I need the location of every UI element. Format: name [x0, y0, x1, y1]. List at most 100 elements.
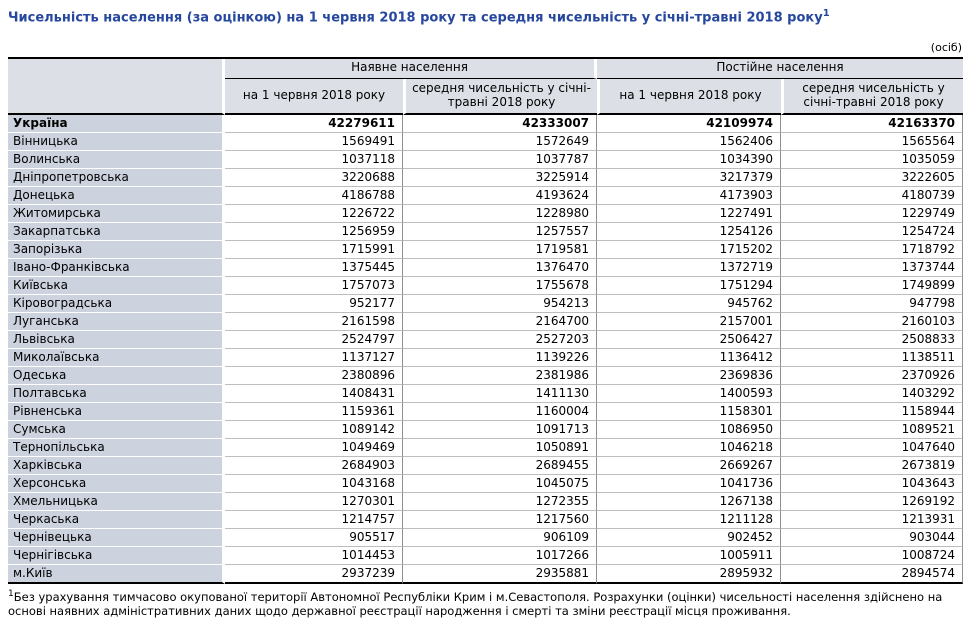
value-cell: 2894574	[781, 564, 964, 584]
value-cell: 3225914	[403, 168, 598, 187]
table-row: Львівська 2524797 2527203 2506427 250883…	[8, 330, 964, 349]
value-cell: 4186788	[225, 186, 403, 205]
table-row: Дніпропетровська 3220688 3225914 3217379…	[8, 168, 964, 187]
value-cell: 1043643	[781, 474, 964, 493]
value-cell: 1411130	[403, 384, 598, 403]
region-label: Луганська	[8, 312, 225, 331]
value-cell: 1050891	[403, 438, 598, 457]
value-cell: 42333007	[403, 114, 598, 133]
value-cell: 1749899	[781, 276, 964, 295]
table-row: Хмельницька 1270301 1272355 1267138 1269…	[8, 492, 964, 511]
value-cell: 1228980	[403, 204, 598, 223]
group-header-row: Наявне населення Постійне населення	[8, 58, 964, 115]
value-cell: 1270301	[225, 492, 403, 511]
value-cell: 1403292	[781, 384, 964, 403]
value-cell: 1014453	[225, 546, 403, 565]
region-label: Чернівецька	[8, 528, 225, 547]
region-label: Львівська	[8, 330, 225, 349]
value-cell: 1217560	[403, 510, 598, 529]
region-label: Київська	[8, 276, 225, 295]
group-header-permanent: Постійне населення	[597, 58, 964, 79]
value-cell: 902452	[597, 528, 782, 547]
value-cell: 1227491	[597, 204, 782, 223]
value-cell: 1372719	[597, 258, 782, 277]
col-header-permanent-average: середня чисельність у січні-травні 2018 …	[781, 78, 964, 115]
value-cell: 1715991	[225, 240, 403, 259]
region-label: Україна	[8, 114, 225, 133]
footnote: 1Без урахування тимчасово окупованої тер…	[8, 589, 963, 619]
value-cell: 1136412	[597, 348, 782, 367]
value-cell: 1089521	[781, 420, 964, 439]
value-cell: 2370926	[781, 366, 964, 385]
group-header-present: Наявне населення	[225, 58, 598, 79]
value-cell: 906109	[403, 528, 598, 547]
value-cell: 1751294	[597, 276, 782, 295]
value-cell: 42279611	[225, 114, 403, 133]
value-cell: 1267138	[597, 492, 782, 511]
table-row: Чернігівська 1014453 1017266 1005911 100…	[8, 546, 964, 565]
value-cell: 1043168	[225, 474, 403, 493]
value-cell: 1035059	[781, 150, 964, 169]
value-cell: 2673819	[781, 456, 964, 475]
table-row: Миколаївська 1137127 1139226 1136412 113…	[8, 348, 964, 367]
value-cell: 1213931	[781, 510, 964, 529]
value-cell: 1086950	[597, 420, 782, 439]
value-cell: 4180739	[781, 186, 964, 205]
footnote-text: Без урахування тимчасово окупованої тери…	[8, 589, 943, 619]
region-label: Донецька	[8, 186, 225, 205]
value-cell: 1254126	[597, 222, 782, 241]
col-header-permanent-june1: на 1 червня 2018 року	[597, 78, 782, 115]
region-label: Миколаївська	[8, 348, 225, 367]
value-cell: 1005911	[597, 546, 782, 565]
region-label: Харківська	[8, 456, 225, 475]
value-cell: 1373744	[781, 258, 964, 277]
value-cell: 1139226	[403, 348, 598, 367]
value-cell: 1719581	[403, 240, 598, 259]
region-label: Івано-Франківська	[8, 258, 225, 277]
table-row: Донецька 4186788 4193624 4173903 4180739	[8, 186, 964, 205]
table-row-kyiv-city: м.Київ 2937239 2935881 2895932 2894574	[8, 564, 964, 584]
table-row: Харківська 2684903 2689455 2669267 26738…	[8, 456, 964, 475]
value-cell: 1226722	[225, 204, 403, 223]
region-label: Тернопільська	[8, 438, 225, 457]
value-cell: 945762	[597, 294, 782, 313]
value-cell: 1269192	[781, 492, 964, 511]
table-row: Івано-Франківська 1375445 1376470 137271…	[8, 258, 964, 277]
table-row: Тернопільська 1049469 1050891 1046218 10…	[8, 438, 964, 457]
region-label: м.Київ	[8, 564, 225, 584]
value-cell: 1572649	[403, 132, 598, 151]
value-cell: 1376470	[403, 258, 598, 277]
value-cell: 2161598	[225, 312, 403, 331]
value-cell: 2157001	[597, 312, 782, 331]
value-cell: 1046218	[597, 438, 782, 457]
value-cell: 2524797	[225, 330, 403, 349]
value-cell: 1091713	[403, 420, 598, 439]
table-row: Черкаська 1214757 1217560 1211128 121393…	[8, 510, 964, 529]
value-cell: 2380896	[225, 366, 403, 385]
value-cell: 954213	[403, 294, 598, 313]
region-label: Волинська	[8, 150, 225, 169]
value-cell: 1229749	[781, 204, 964, 223]
value-cell: 1565564	[781, 132, 964, 151]
column-header-row: на 1 червня 2018 року середня чисельніст…	[8, 78, 964, 115]
value-cell: 2527203	[403, 330, 598, 349]
region-label: Одеська	[8, 366, 225, 385]
value-cell: 1569491	[225, 132, 403, 151]
value-cell: 42163370	[781, 114, 964, 133]
table-row: Волинська 1037118 1037787 1034390 103505…	[8, 150, 964, 169]
value-cell: 1045075	[403, 474, 598, 493]
title-footnote-marker: 1	[822, 8, 830, 19]
value-cell: 2381986	[403, 366, 598, 385]
table-row: Чернівецька 905517 906109 902452 903044	[8, 528, 964, 547]
value-cell: 1089142	[225, 420, 403, 439]
value-cell: 947798	[781, 294, 964, 313]
table-row: Полтавська 1408431 1411130 1400593 14032…	[8, 384, 964, 403]
value-cell: 4193624	[403, 186, 598, 205]
value-cell: 1037118	[225, 150, 403, 169]
value-cell: 2160103	[781, 312, 964, 331]
value-cell: 952177	[225, 294, 403, 313]
page-title: Чисельність населення (за оцінкою) на 1 …	[8, 8, 963, 27]
region-label: Полтавська	[8, 384, 225, 403]
value-cell: 1755678	[403, 276, 598, 295]
value-cell: 1138511	[781, 348, 964, 367]
